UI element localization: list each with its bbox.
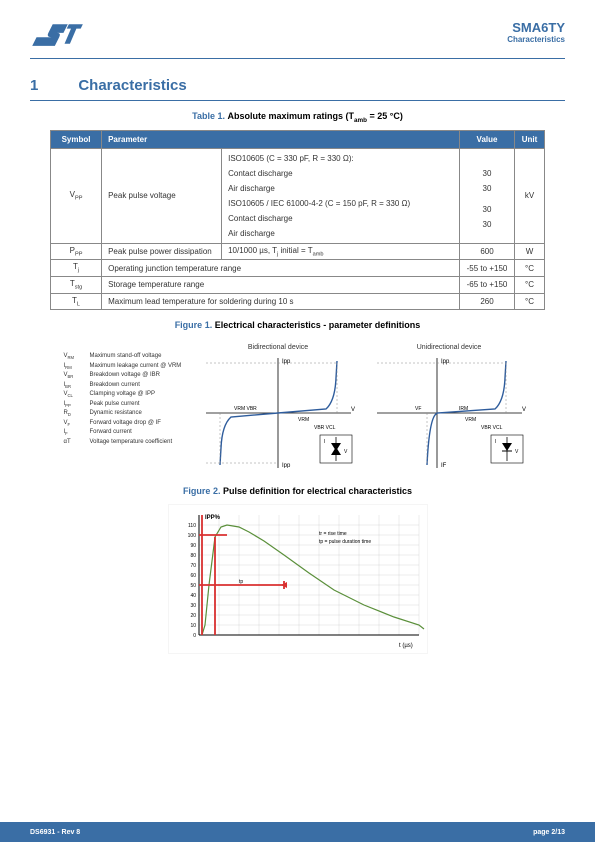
svg-text:IRM: IRM <box>459 406 468 412</box>
svg-text:V: V <box>351 407 355 413</box>
figure1-box: VRMMaximum stand-off voltage IRMMaximum … <box>0 338 595 476</box>
cell-unit: °C <box>515 276 545 293</box>
cell-parameter: Peak pulse voltage <box>102 148 222 243</box>
svg-text:60: 60 <box>190 573 196 579</box>
svg-text:40: 40 <box>190 593 196 599</box>
figure1-caption: Figure 1. Electrical characteristics - p… <box>0 320 595 330</box>
svg-text:V: V <box>522 407 526 413</box>
header-right: SMA6TY Characteristics <box>507 20 565 44</box>
cell-symbol: TL <box>51 293 102 310</box>
table-row: VPP Peak pulse voltage ISO10605 (C = 330… <box>51 148 545 243</box>
cell-parameter: Storage temperature range <box>102 276 460 293</box>
cell-unit: °C <box>515 293 545 310</box>
cell-value: -55 to +150 <box>460 260 515 277</box>
footer-right: page 2/13 <box>533 829 565 836</box>
pulse-chart: 0 10 20 30 40 50 60 70 80 90 100 110 tp tr = ris… <box>168 504 428 654</box>
svg-text:70: 70 <box>190 563 196 569</box>
figure2-caption: Figure 2. Pulse definition for electrica… <box>0 486 595 496</box>
section-number: 1 <box>30 77 38 94</box>
svg-text:110: 110 <box>188 523 196 529</box>
svg-text:0: 0 <box>193 633 196 639</box>
cell-parameter: Peak pulse power dissipation <box>102 243 222 260</box>
cell-unit: kV <box>515 148 545 243</box>
svg-text:Ipp: Ipp <box>282 359 291 365</box>
svg-text:IF: IF <box>441 463 447 468</box>
svg-text:30: 30 <box>190 603 196 609</box>
figure2-caption-prefix: Figure 2. <box>183 486 221 496</box>
header-subtitle: Characteristics <box>507 35 565 44</box>
figure1-panel-unidirectional: Unidirectional device Ipp V VF IRM VRM V… <box>367 344 532 470</box>
svg-text:50: 50 <box>190 583 196 589</box>
figure2-box: 0 10 20 30 40 50 60 70 80 90 100 110 tp tr = ris… <box>0 504 595 654</box>
section-header: 1 Characteristics <box>0 59 595 100</box>
svg-text:tr = rise time: tr = rise time <box>319 531 347 537</box>
page-footer: DS6931 - Rev 8 page 2/13 <box>0 822 595 842</box>
cell-unit: °C <box>515 260 545 277</box>
svg-text:10: 10 <box>190 623 196 629</box>
svg-text:100: 100 <box>187 533 196 539</box>
svg-text:VRM: VRM <box>298 417 309 423</box>
svg-text:VRM: VRM <box>465 417 476 423</box>
cell-unit: W <box>515 243 545 260</box>
figure1-caption-prefix: Figure 1. <box>175 320 213 330</box>
svg-text:VRM VBR: VRM VBR <box>234 406 257 412</box>
svg-text:IPP%: IPP% <box>205 515 221 521</box>
svg-text:Ipp: Ipp <box>282 463 291 468</box>
page-header: SMA6TY Characteristics <box>0 0 595 58</box>
svg-text:VBR VCL: VBR VCL <box>481 425 503 431</box>
table1-caption-prefix: Table 1. <box>192 111 225 121</box>
cell-symbol: Tstg <box>51 276 102 293</box>
table-row: TL Maximum lead temperature for solderin… <box>51 293 545 310</box>
table-row: Tstg Storage temperature range -65 to +1… <box>51 276 545 293</box>
svg-text:20: 20 <box>190 613 196 619</box>
table-header-row: Symbol Parameter Value Unit <box>51 130 545 148</box>
st-logo <box>30 20 84 50</box>
cell-value: -65 to +150 <box>460 276 515 293</box>
cell-value: 260 <box>460 293 515 310</box>
cell-value: 600 <box>460 243 515 260</box>
figure1-legend: VRMMaximum stand-off voltage IRMMaximum … <box>64 344 190 470</box>
svg-text:t (µs): t (µs) <box>399 643 413 649</box>
cell-condition: 10/1000 µs, Tj initial = Tamb <box>222 243 460 260</box>
table-row: Tj Operating junction temperature range … <box>51 260 545 277</box>
figure1-panel-bidirectional: Bidirectional device Ipp V VRM VBR VRM V… <box>196 344 361 470</box>
cell-symbol: Tj <box>51 260 102 277</box>
svg-text:Ipp: Ipp <box>441 359 450 365</box>
section-title: Characteristics <box>78 77 186 94</box>
cell-symbol: PPP <box>51 243 102 260</box>
svg-text:VF: VF <box>415 406 421 412</box>
cell-value: 30 30 30 30 <box>460 148 515 243</box>
section-rule <box>30 100 565 101</box>
svg-text:tp = pulse duration time: tp = pulse duration time <box>319 539 371 545</box>
table-row: PPP Peak pulse power dissipation 10/1000… <box>51 243 545 260</box>
figure1-caption-text: Electrical characteristics - parameter d… <box>215 320 421 330</box>
cell-parameter: Operating junction temperature range <box>102 260 460 277</box>
col-value: Value <box>460 130 515 148</box>
cell-symbol: VPP <box>51 148 102 243</box>
svg-text:I: I <box>324 439 325 445</box>
table1-caption: Table 1. Absolute maximum ratings (Tamb … <box>0 111 595 124</box>
table1-caption-text: Absolute maximum ratings (Tamb = 25 °C) <box>228 111 403 121</box>
ratings-table: Symbol Parameter Value Unit VPP Peak pul… <box>50 130 545 310</box>
col-symbol: Symbol <box>51 130 102 148</box>
cell-parameter: Maximum lead temperature for soldering d… <box>102 293 460 310</box>
svg-text:80: 80 <box>190 553 196 559</box>
svg-text:I: I <box>495 439 496 445</box>
svg-text:90: 90 <box>190 543 196 549</box>
svg-text:tp: tp <box>239 579 243 585</box>
col-unit: Unit <box>515 130 545 148</box>
col-parameter: Parameter <box>102 130 460 148</box>
footer-left: DS6931 - Rev 8 <box>30 829 80 836</box>
svg-text:VBR VCL: VBR VCL <box>314 425 336 431</box>
figure2-caption-text: Pulse definition for electrical characte… <box>223 486 412 496</box>
product-code: SMA6TY <box>507 20 565 35</box>
cell-conditions: ISO10605 (C = 330 pF, R = 330 Ω): Contac… <box>222 148 460 243</box>
